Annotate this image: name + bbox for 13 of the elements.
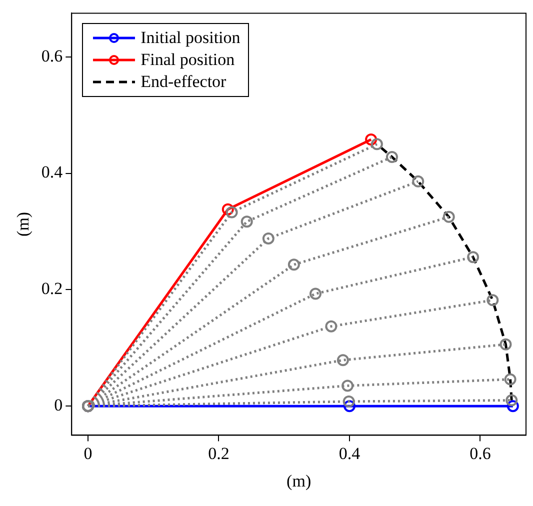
y-tick-label: 0.4 bbox=[41, 162, 64, 182]
x-tick-label: 0.2 bbox=[208, 444, 230, 463]
y-tick-label: 0 bbox=[54, 396, 63, 415]
x-axis-title: (m) bbox=[286, 471, 312, 490]
x-tick-label: 0 bbox=[84, 444, 92, 463]
x-tick-label: 0.4 bbox=[338, 444, 361, 463]
legend-label: Final position bbox=[140, 49, 235, 72]
x-tick-label: 0.6 bbox=[470, 444, 491, 463]
y-tick-label: 0.2 bbox=[41, 279, 63, 298]
legend-label: End-effector bbox=[140, 71, 226, 94]
legend-label: Initial position bbox=[140, 27, 240, 50]
y-axis-title: (m) bbox=[14, 212, 33, 236]
y-tick-label: 0.6 bbox=[41, 46, 63, 66]
